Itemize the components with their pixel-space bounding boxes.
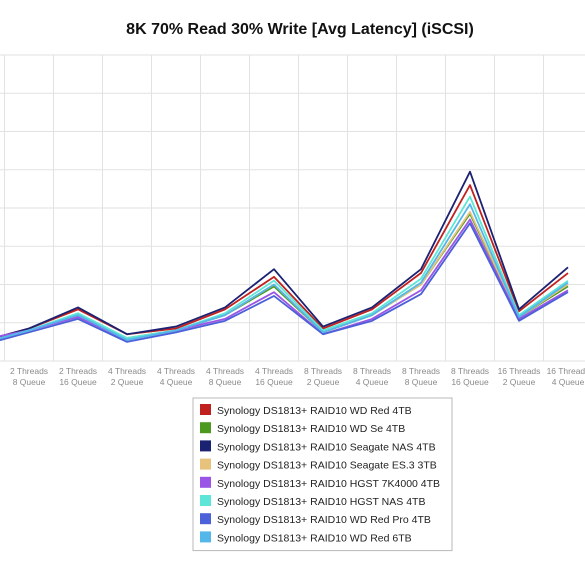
legend-label: Synology DS1813+ RAID10 WD Red Pro 4TB <box>217 514 431 526</box>
x-tick-label: 16 Queue <box>451 377 489 387</box>
x-tick-label: 4 Queue <box>552 377 585 387</box>
series-line-3 <box>0 170 569 338</box>
x-tick-label: 2 Queue <box>111 377 144 387</box>
legend-swatch <box>200 422 211 434</box>
x-tick-label: 16 Threads <box>547 366 585 376</box>
x-tick-label: 2 Threads <box>59 366 97 376</box>
series-line-8 <box>0 203 569 341</box>
chart-title: 8K 70% Read 30% Write [Avg Latency] (iSC… <box>126 21 474 38</box>
series-line-7 <box>0 222 569 343</box>
legend-label: Synology DS1813+ RAID10 WD Red 6TB <box>217 532 412 544</box>
x-tick-label: 2 Threads <box>10 366 48 376</box>
legend-swatch <box>200 404 211 415</box>
legend-swatch <box>200 440 211 452</box>
x-tick-label: 4 Threads <box>108 366 146 376</box>
x-tick-label: 4 Queue <box>160 377 193 387</box>
legend-label: Synology DS1813+ RAID10 HGST 7K4000 4TB <box>217 478 440 490</box>
x-tick-label: 2 Queue <box>503 377 536 387</box>
legend-label: Synology DS1813+ RAID10 HGST NAS 4TB <box>217 496 425 508</box>
x-tick-label: 8 Queue <box>13 377 46 387</box>
legend-swatch <box>200 513 211 525</box>
legend-swatch <box>200 458 211 470</box>
legend-box <box>192 397 453 552</box>
legend-label: Synology DS1813+ RAID10 Seagate ES.3 3TB <box>217 460 437 472</box>
plot-area <box>0 54 585 362</box>
legend-swatch <box>200 476 211 488</box>
series-line-5 <box>0 218 569 341</box>
legend-label: Synology DS1813+ RAID10 Seagate NAS 4TB <box>217 441 436 453</box>
x-tick-label: 4 Threads <box>255 366 293 376</box>
legend-swatch <box>200 531 211 543</box>
x-tick-label: 8 Threads <box>353 366 391 376</box>
x-tick-label: 8 Queue <box>405 377 438 387</box>
x-tick-label: 4 Threads <box>157 366 195 376</box>
x-tick-label: 8 Queue <box>209 377 242 387</box>
chart-legend: Synology DS1813+ RAID10 WD Red 4TB Synolo… <box>192 397 453 552</box>
x-tick-label: 16 Queue <box>255 377 293 387</box>
series-line-6 <box>0 195 569 340</box>
x-tick-label: 2 Queue <box>307 377 340 387</box>
legend-label: Synology DS1813+ RAID10 WD Red 4TB <box>217 405 412 417</box>
x-tick-label: 16 Threads <box>498 366 541 376</box>
legend-swatch <box>200 495 211 506</box>
series-line-1 <box>0 184 569 338</box>
x-tick-label: 16 Queue <box>59 377 97 387</box>
x-tick-label: 4 Queue <box>356 377 389 387</box>
x-tick-label: 8 Threads <box>451 366 489 376</box>
x-tick-label: 4 Threads <box>206 366 244 376</box>
x-tick-label: 8 Threads <box>304 366 342 376</box>
legend-label: Synology DS1813+ RAID10 WD Se 4TB <box>217 423 405 435</box>
x-tick-label: 8 Threads <box>402 366 440 376</box>
